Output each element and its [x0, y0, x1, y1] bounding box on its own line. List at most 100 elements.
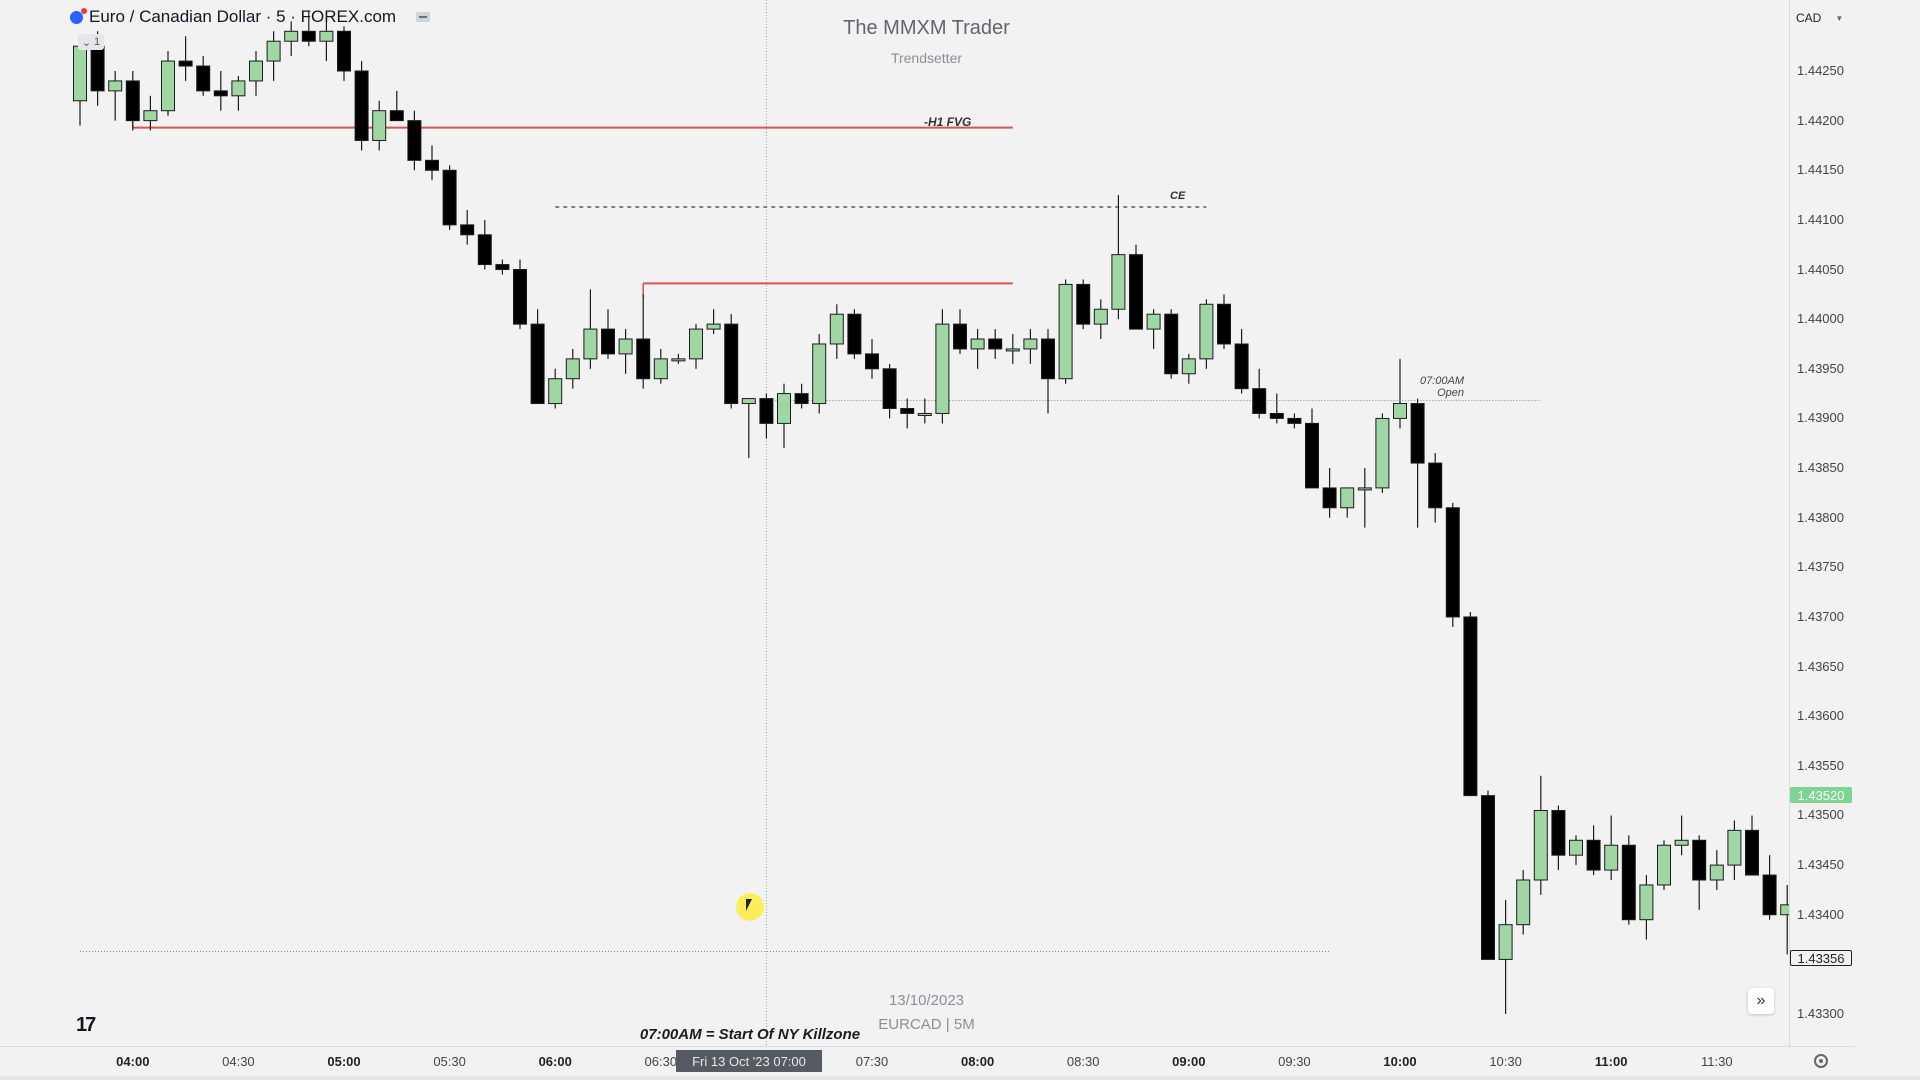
candle-body-68 [1269, 412, 1284, 419]
candle-body-57 [1076, 283, 1091, 325]
candle-body-71 [1322, 487, 1337, 509]
price-tick-label: 1.43300 [1797, 1006, 1844, 1021]
watermark-title: The MMXM Trader [843, 17, 1010, 39]
current-price-tag: 1.43520 [1790, 787, 1852, 803]
time-tick-label: 05:30 [433, 1054, 466, 1069]
candle-body-43 [829, 313, 844, 345]
candle-body-27 [548, 378, 563, 405]
open-time-text: 07:00AM [1420, 375, 1465, 387]
candle-body-90 [1657, 844, 1671, 886]
candle-body-84 [1551, 810, 1566, 856]
candle-body-28 [565, 358, 580, 380]
time-tick-label: 07:30 [855, 1054, 889, 1069]
candle-body-31 [618, 338, 633, 355]
candle-body-85 [1569, 839, 1583, 856]
candle-body-37 [724, 323, 739, 405]
price-tick-label: 1.43900 [1797, 410, 1844, 426]
time-tick-label: 08:00 [960, 1054, 995, 1069]
candle-body-48 [917, 412, 932, 416]
candle-body-5 [161, 60, 175, 112]
candle-body-82 [1516, 879, 1531, 926]
candle-body-93 [1709, 864, 1724, 881]
symbol-header[interactable]: Euro / Canadian Dollar · 5 · FOREX.com [70, 6, 431, 28]
candle-body-34 [671, 358, 686, 362]
currency-label: CAD [1796, 11, 1822, 25]
candle-body-65 [1217, 303, 1231, 345]
candle-body-94 [1727, 829, 1742, 866]
candle-body-25 [513, 269, 527, 325]
candle-body-63 [1181, 358, 1196, 375]
time-tick-label: 10:30 [1489, 1054, 1522, 1069]
candle-body-23 [477, 234, 492, 266]
open-text: Open [1437, 387, 1465, 399]
tradingview-logo[interactable]: 17 [76, 1014, 96, 1036]
candle-body-12 [284, 30, 299, 42]
scroll-to-realtime-button[interactable]: » [1748, 988, 1774, 1014]
legend-toggle-button[interactable]: ⌄ 1 [78, 34, 104, 50]
candle-body-95 [1745, 829, 1759, 876]
settings-icon[interactable] [1814, 1054, 1828, 1068]
candle-body-6 [178, 60, 193, 67]
candle-body-2 [108, 80, 123, 92]
last-price-tag: 1.43356 [1790, 950, 1852, 966]
candle-body-3 [125, 80, 140, 122]
candle-body-87 [1604, 844, 1619, 871]
time-tick-label: 04:00 [116, 1054, 150, 1069]
collapse-legend-button[interactable] [416, 12, 431, 22]
candle-body-21 [442, 169, 457, 226]
bottom-margin [0, 1076, 1920, 1080]
candle-body-55 [1041, 338, 1055, 380]
legend-count: 1 [94, 36, 101, 48]
candle-body-24 [495, 264, 510, 271]
price-tick-label: 1.43850 [1797, 460, 1844, 476]
candle-body-86 [1586, 839, 1601, 871]
candle-body-60 [1129, 254, 1143, 330]
double-chevron-right-icon: » [1756, 992, 1766, 1009]
candle-body-19 [407, 120, 422, 161]
candle-body-54 [1023, 338, 1038, 350]
time-tick-label: 10:00 [1383, 1054, 1417, 1069]
time-tick-label: 04:30 [222, 1054, 255, 1069]
candle-body-51 [970, 338, 985, 350]
candle-body-89 [1639, 884, 1654, 921]
price-tick-label: 1.43700 [1797, 608, 1844, 624]
candle-body-50 [953, 323, 967, 350]
candle-body-22 [460, 224, 475, 236]
time-tick-label: 05:00 [327, 1054, 361, 1069]
time-tick-label: 08:30 [1066, 1054, 1100, 1069]
price-tick-label: 1.44100 [1797, 211, 1844, 227]
price-tick-label: 1.44250 [1797, 63, 1844, 78]
candle-body-42 [812, 343, 827, 405]
candle-body-80 [1481, 795, 1495, 960]
candle-body-92 [1692, 839, 1707, 881]
price-tick-label: 1.44050 [1797, 261, 1844, 277]
price-tick-label: 1.43500 [1797, 807, 1844, 823]
candle-body-78 [1445, 507, 1460, 618]
price-tick-label: 1.43950 [1797, 360, 1844, 376]
price-axis[interactable] [1789, 0, 1856, 1046]
candle-body-79 [1463, 616, 1478, 797]
chevron-down-icon: ⌄ [81, 36, 92, 49]
candle-body-70 [1305, 422, 1319, 489]
time-tick-label: 09:30 [1278, 1054, 1311, 1069]
candle-body-15 [337, 30, 351, 72]
candle-body-83 [1533, 810, 1548, 881]
candle-body-69 [1287, 417, 1302, 424]
time-tick-label: 09:00 [1172, 1054, 1206, 1069]
candle-body-32 [636, 338, 651, 380]
price-tick-label: 1.43400 [1797, 906, 1844, 922]
currency-selector[interactable]: CAD ▼ [1790, 8, 1850, 28]
time-axis[interactable] [0, 1046, 1855, 1077]
candle-body-45 [865, 353, 879, 370]
price-tick-label: 1.44000 [1797, 311, 1844, 327]
time-tick-label: 06:30 [644, 1054, 678, 1069]
candle-body-81 [1498, 924, 1513, 960]
candle-body-75 [1393, 403, 1407, 419]
candle-body-49 [935, 323, 950, 414]
watermark-subtitle: Trendsetter [890, 50, 963, 66]
candle-body-30 [601, 328, 615, 355]
candle-body-72 [1340, 487, 1355, 509]
mouse-cursor-highlight [736, 893, 764, 921]
